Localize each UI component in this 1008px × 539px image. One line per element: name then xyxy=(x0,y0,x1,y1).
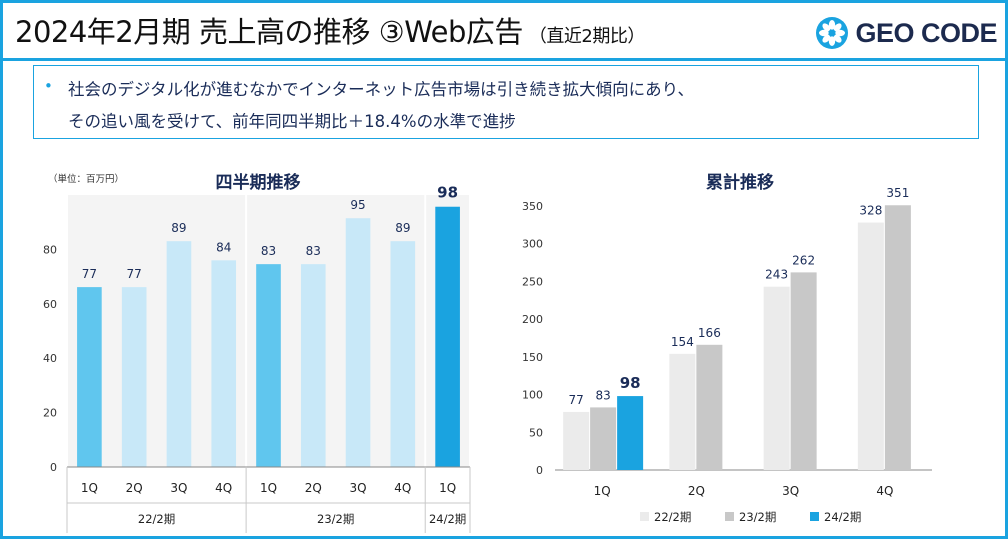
data-label-cumulative-23/2期-4Q: 351 xyxy=(886,186,909,200)
callout-line-2: その追い風を受けて、前年同四半期比＋18.4%の水準で進捗 xyxy=(68,112,516,131)
group-label-1: 23/2期 xyxy=(317,512,354,526)
data-label-cumulative-22/2期-2Q: 154 xyxy=(671,335,694,349)
y-tick-quarterly-40: 40 xyxy=(43,352,57,365)
x-tick-quarterly-7: 4Q xyxy=(394,481,411,495)
chart-title-quarterly: 四半期推移 xyxy=(216,172,301,193)
y-tick-cumulative-0: 0 xyxy=(536,464,543,477)
y-tick-cumulative-100: 100 xyxy=(522,389,543,402)
x-tick-quarterly-5: 2Q xyxy=(305,481,322,495)
y-tick-cumulative-200: 200 xyxy=(522,313,543,326)
data-label-quarterly-4: 83 xyxy=(261,244,276,258)
data-label-cumulative-22/2期-3Q: 243 xyxy=(765,268,788,282)
logo: GEO CODE xyxy=(815,13,997,53)
y-tick-quarterly-0: 0 xyxy=(50,461,57,474)
y-tick-cumulative-150: 150 xyxy=(522,351,543,364)
title-subtitle: （直近2期比） xyxy=(528,26,645,47)
data-label-quarterly-5: 83 xyxy=(306,244,321,258)
bar-cumulative-23/2期-1Q xyxy=(590,407,617,470)
bar-cumulative-22/2期-2Q xyxy=(669,353,696,470)
legend-swatch-1 xyxy=(725,512,734,521)
x-tick-quarterly-8: 1Q xyxy=(439,481,456,495)
bar-cumulative-22/2期-3Q xyxy=(763,286,790,470)
title-rule xyxy=(3,58,1005,61)
bar-cumulative-23/2期-2Q xyxy=(696,344,723,470)
unit-label: （単位：百万円） xyxy=(48,173,124,185)
y-tick-cumulative-350: 350 xyxy=(522,200,543,213)
callout-line-1: 社会のデジタル化が進むなかでインターネット広告市場は引き続き拡大傾向にあり、 xyxy=(68,80,695,99)
x-tick-quarterly-4: 1Q xyxy=(260,481,277,495)
bar-quarterly-6 xyxy=(345,218,371,467)
page-title: 2024年2月期 売上高の推移 ③Web広告 （直近2期比） xyxy=(15,9,645,51)
bar-cumulative-22/2期-1Q xyxy=(563,411,590,470)
x-tick-quarterly-1: 2Q xyxy=(126,481,143,495)
x-tick-cumulative-3: 4Q xyxy=(876,484,893,498)
data-label-quarterly-7: 89 xyxy=(395,221,410,235)
group-label-0: 22/2期 xyxy=(138,512,175,526)
summary-callout: • 社会のデジタル化が進むなかでインターネット広告市場は引き続き拡大傾向にあり、… xyxy=(33,65,979,139)
x-tick-cumulative-0: 1Q xyxy=(594,484,611,498)
y-tick-quarterly-20: 20 xyxy=(43,407,57,420)
data-label-cumulative-22/2期-1Q: 77 xyxy=(568,393,583,407)
data-label-cumulative-23/2期-3Q: 262 xyxy=(792,253,815,267)
chart-title-cumulative: 累計推移 xyxy=(706,172,774,193)
bar-quarterly-4 xyxy=(256,264,281,467)
data-label-quarterly-0: 77 xyxy=(82,267,97,281)
y-tick-cumulative-300: 300 xyxy=(522,238,543,251)
bar-quarterly-1 xyxy=(121,287,147,467)
title-text: 2024年2月期 売上高の推移 ③Web広告 xyxy=(15,15,523,49)
legend-label-0: 22/2期 xyxy=(654,510,691,524)
bar-quarterly-7 xyxy=(390,241,416,467)
bar-quarterly-0 xyxy=(77,287,102,467)
bar-quarterly-3 xyxy=(211,260,237,467)
data-label-quarterly-3: 84 xyxy=(216,240,231,254)
data-label-quarterly-8: 98 xyxy=(437,184,458,202)
flower-logo-icon xyxy=(816,17,849,49)
y-tick-quarterly-60: 60 xyxy=(43,298,57,311)
x-tick-quarterly-0: 1Q xyxy=(81,481,98,495)
data-label-cumulative-24/2期-1Q: 98 xyxy=(620,374,641,392)
x-tick-quarterly-2: 3Q xyxy=(170,481,187,495)
x-tick-cumulative-1: 2Q xyxy=(688,484,705,498)
bar-cumulative-23/2期-3Q xyxy=(790,272,817,470)
y-tick-cumulative-250: 250 xyxy=(522,275,543,288)
bar-cumulative-22/2期-4Q xyxy=(857,222,884,470)
legend-swatch-2 xyxy=(810,512,819,521)
bar-cumulative-23/2期-4Q xyxy=(884,205,911,470)
bar-quarterly-2 xyxy=(166,241,192,467)
x-tick-quarterly-6: 3Q xyxy=(350,481,367,495)
bar-quarterly-5 xyxy=(300,264,326,467)
group-label-2: 24/2期 xyxy=(429,512,466,526)
y-tick-cumulative-50: 50 xyxy=(529,426,543,439)
data-label-cumulative-23/2期-1Q: 83 xyxy=(595,388,610,402)
data-label-quarterly-2: 89 xyxy=(171,221,186,235)
x-tick-quarterly-3: 4Q xyxy=(215,481,232,495)
logo-text: GEO CODE xyxy=(855,17,997,48)
legend-swatch-0 xyxy=(640,512,649,521)
data-label-quarterly-1: 77 xyxy=(127,267,142,281)
bar-quarterly-8 xyxy=(435,206,460,467)
legend-label-1: 23/2期 xyxy=(739,510,776,524)
data-label-quarterly-6: 95 xyxy=(350,198,365,212)
bar-cumulative-24/2期-1Q xyxy=(617,396,644,470)
legend-label-2: 24/2期 xyxy=(824,510,861,524)
callout-bullet: • xyxy=(44,77,53,95)
data-label-cumulative-22/2期-4Q: 328 xyxy=(859,204,882,218)
y-tick-quarterly-80: 80 xyxy=(43,243,57,256)
data-label-cumulative-23/2期-2Q: 166 xyxy=(698,326,721,340)
x-tick-cumulative-2: 3Q xyxy=(782,484,799,498)
